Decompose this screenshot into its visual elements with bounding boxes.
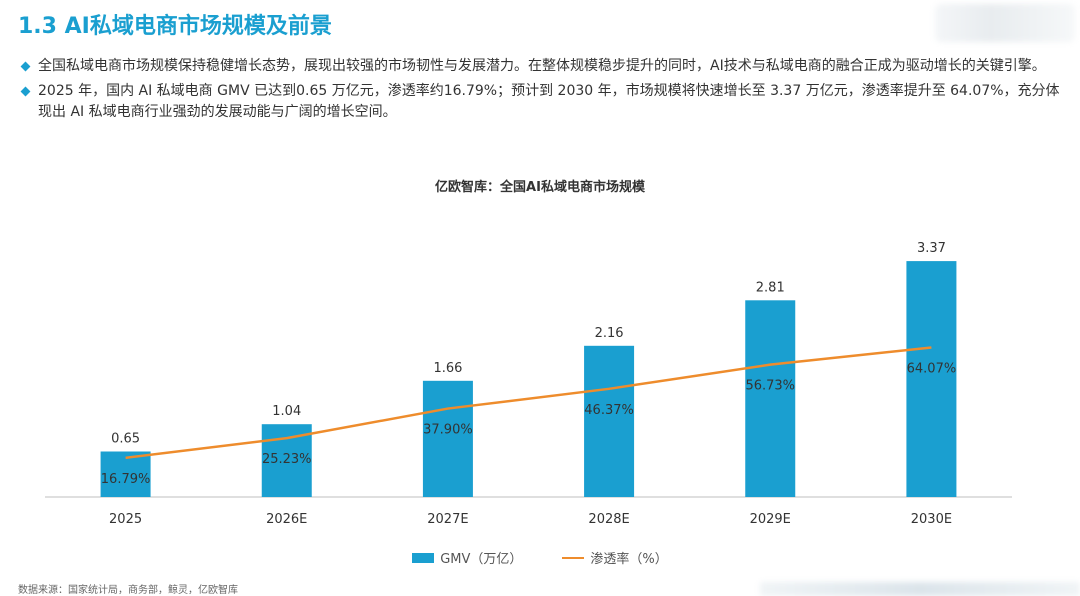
legend-line-swatch	[562, 556, 585, 559]
bullet-text: 2025 年，国内 AI 私域电商 GMV 已达到0.65 万亿元，渗透率约16…	[38, 83, 1060, 120]
legend-item-rate: 渗透率（%）	[562, 548, 668, 567]
rate-label-2030E: 64.07%	[907, 362, 957, 377]
x-tick-label-2028E: 2028E	[588, 512, 629, 527]
bar-2030E	[906, 261, 957, 497]
bar-label-2026E: 1.04	[272, 404, 301, 419]
rate-line	[125, 346, 932, 460]
page-title: 1.3 AI私域电商市场规模及前景	[18, 14, 332, 39]
legend-label-rate: 渗透率（%）	[590, 552, 668, 567]
bar-label-2028E: 2.16	[595, 326, 624, 341]
legend-bar-swatch	[412, 552, 435, 563]
x-tick-label-2029E: 2029E	[750, 512, 791, 527]
x-tick-label-2025: 2025	[109, 512, 142, 527]
chart-title: 亿欧智库：全国AI私域电商市场规模	[435, 180, 645, 195]
bar-label-2030E: 3.37	[917, 241, 946, 256]
legend-label-gmv: GMV（万亿）	[440, 552, 523, 567]
bullet-text: 全国私域电商市场规模保持稳健增长态势，展现出较强的市场韧性与发展潜力。在整体规模…	[38, 58, 1046, 74]
bullet-item: 2025 年，国内 AI 私域电商 GMV 已达到0.65 万亿元，渗透率约16…	[20, 81, 1065, 123]
bar-label-2029E: 2.81	[756, 280, 785, 295]
bullet-item: 全国私域电商市场规模保持稳健增长态势，展现出较强的市场韧性与发展潜力。在整体规模…	[20, 56, 1065, 77]
x-tick-label-2026E: 2026E	[266, 512, 307, 527]
x-tick-label-2030E: 2030E	[911, 512, 952, 527]
rate-label-2025: 16.79%	[101, 472, 151, 487]
rate-label-2027E: 37.90%	[423, 423, 473, 438]
bar-2029E	[745, 300, 796, 497]
bar-label-2027E: 1.66	[433, 361, 462, 376]
rate-label-2026E: 25.23%	[262, 452, 312, 467]
bar-2027E	[422, 380, 473, 497]
bullet-list: 全国私域电商市场规模保持稳健增长态势，展现出较强的市场韧性与发展潜力。在整体规模…	[20, 56, 1065, 127]
legend-item-gmv: GMV（万亿）	[412, 548, 522, 567]
bar-label-2025: 0.65	[111, 432, 140, 447]
bar-2025	[100, 451, 151, 497]
rate-label-2029E: 56.73%	[745, 379, 795, 394]
x-tick-label-2027E: 2027E	[427, 512, 468, 527]
source-note: 数据来源：国家统计局，商务部，鲸灵，亿欧智库	[18, 585, 238, 596]
footer-watermark	[760, 582, 1080, 596]
bar-2028E	[584, 345, 635, 497]
rate-label-2028E: 46.37%	[584, 403, 634, 418]
chart-legend: GMV（万亿） 渗透率（%）	[0, 548, 1080, 567]
logo-watermark	[935, 4, 1075, 42]
